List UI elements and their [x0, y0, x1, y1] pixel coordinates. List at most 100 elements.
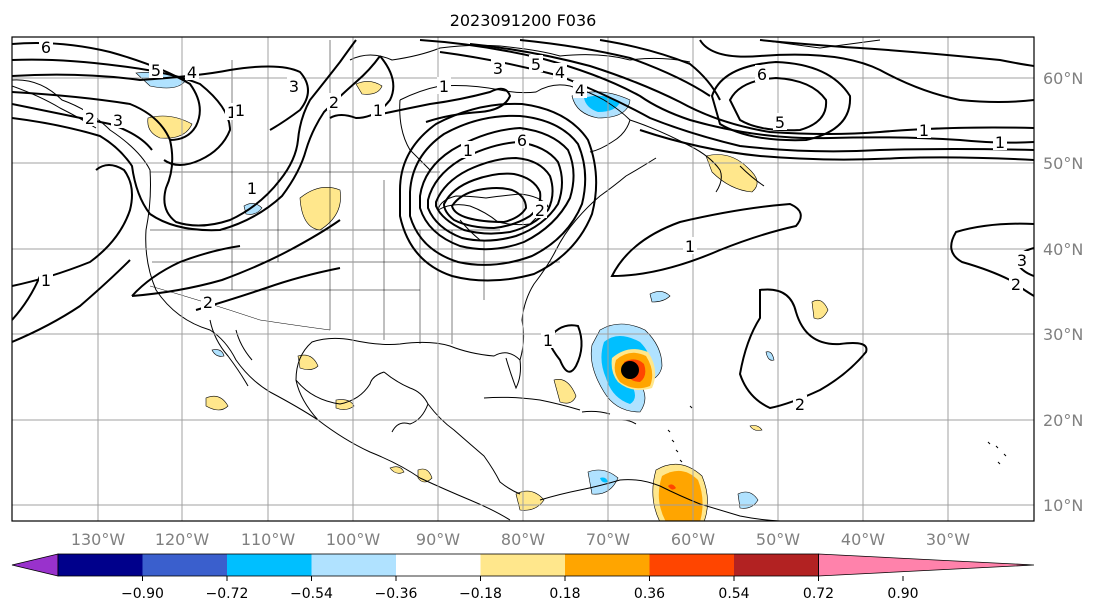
- contour-label-halo: [327, 93, 341, 110]
- gridlines: [12, 37, 1034, 521]
- contour-line: [519, 39, 711, 97]
- contour-label: 5: [151, 61, 161, 80]
- longitude-label: 60°W: [671, 530, 715, 549]
- colorbar-segment: [58, 554, 143, 576]
- contour-label: 1: [247, 179, 257, 198]
- contour-label-halo: [491, 59, 505, 76]
- shade-light-blue: [243, 203, 263, 215]
- contour-line: [12, 42, 201, 141]
- colorbar-tick-label: 0.36: [634, 586, 665, 602]
- contour-label: 3: [493, 59, 503, 78]
- contour-line: [12, 259, 131, 343]
- latitude-labels: 60°N 50°N 40°N 30°N 20°N 10°N: [1043, 69, 1083, 515]
- shade-yellow: [553, 379, 577, 404]
- contour-label: 6: [41, 38, 51, 57]
- contour-line: [546, 324, 583, 373]
- longitude-label: 100°W: [326, 530, 381, 549]
- latitude-label: 30°N: [1043, 325, 1083, 344]
- colorbar-segment: [565, 554, 650, 576]
- contour-line: [12, 164, 133, 287]
- contour-label-halo: [233, 101, 247, 118]
- contour-label: 1: [995, 133, 1005, 152]
- contour-line: [12, 39, 357, 227]
- contour-line: [469, 43, 1034, 135]
- colorbar-segment: [649, 554, 734, 576]
- colorbar-tick-label: −0.36: [375, 586, 418, 602]
- longitude-label: 110°W: [241, 530, 296, 549]
- shade-orange-red: [668, 484, 676, 490]
- contour-label: 6: [517, 131, 527, 150]
- contour-label-halo: [1015, 251, 1029, 268]
- contour-label-halo: [773, 113, 787, 130]
- contour-label: 2: [535, 201, 545, 220]
- latitude-label: 50°N: [1043, 154, 1083, 173]
- shade-light-blue: [765, 351, 775, 361]
- longitude-label: 30°W: [926, 530, 970, 549]
- contour-line: [12, 58, 232, 166]
- contour-label: 5: [775, 113, 785, 132]
- contour-line: [610, 202, 802, 278]
- longitude-label: 50°W: [756, 530, 800, 549]
- shade-deep-sky-blue: [600, 477, 608, 483]
- shade-yellow: [811, 299, 829, 320]
- contour-label: 1: [919, 121, 929, 140]
- contour-label-halo: [755, 65, 769, 82]
- contour-label: 5: [531, 55, 541, 74]
- contour-label: 2: [795, 395, 805, 414]
- longitude-label: 80°W: [501, 530, 545, 549]
- colorbar-tick-label: −0.72: [206, 586, 249, 602]
- contour-label-halo: [185, 63, 199, 80]
- contour-line: [195, 267, 341, 311]
- contours: [12, 39, 1034, 410]
- contour-label: 1: [227, 103, 237, 122]
- contour-label: 1: [439, 77, 449, 96]
- shade-yellow: [705, 154, 758, 193]
- storm-center-marker: [621, 361, 639, 379]
- colorbar-tick-label: 0.90: [887, 586, 918, 602]
- contour-line: [409, 114, 587, 266]
- contour-label-halo: [287, 77, 301, 94]
- contour-label: 1: [463, 141, 473, 160]
- contour-line: [12, 275, 41, 321]
- contour-label-halo: [1009, 275, 1023, 292]
- contour-line: [450, 187, 528, 224]
- contour-label: 1: [543, 331, 553, 350]
- contour-label-halo: [111, 111, 125, 128]
- contour-line: [710, 60, 852, 142]
- contour-line: [599, 39, 721, 101]
- contour-label: 2: [85, 109, 95, 128]
- colorbar-extend-min: [11, 553, 59, 577]
- longitude-label: 130°W: [71, 530, 126, 549]
- contour-label-halo: [529, 55, 543, 72]
- latitude-label: 60°N: [1043, 69, 1083, 88]
- latitude-label: 40°N: [1043, 240, 1083, 259]
- colorbar-segment: [396, 554, 481, 576]
- contour-label-halo: [461, 141, 475, 158]
- contour-line: [12, 103, 153, 151]
- contour-label: 4: [575, 81, 585, 100]
- contour-label-halo: [201, 293, 215, 310]
- contour-label-halo: [437, 77, 451, 94]
- longitude-labels: 130°W 120°W 110°W 100°W 90°W 80°W 70°W 60°W 50°W…: [71, 530, 970, 549]
- contour-line: [399, 102, 598, 282]
- contour-label-halo: [83, 109, 97, 126]
- map-title: 2023091200 F036: [450, 11, 597, 30]
- shade-yellow: [335, 399, 355, 410]
- latitude-label: 20°N: [1043, 411, 1083, 430]
- shade-orange: [658, 470, 703, 521]
- contour-label-halo: [917, 121, 931, 138]
- contour-label: 3: [289, 77, 299, 96]
- shade-yellow: [749, 425, 763, 431]
- contour-line: [759, 39, 1034, 67]
- colorbar-segment: [311, 554, 396, 576]
- contour-label: 1: [685, 237, 695, 256]
- contour-label-halo: [245, 179, 259, 196]
- colorbar-segment: [480, 554, 565, 576]
- shade-yellow: [389, 466, 405, 474]
- colorbar-tick-label: 0.18: [549, 586, 580, 602]
- shade-yellow: [355, 81, 383, 95]
- shade-yellow: [205, 395, 229, 411]
- colorbar-tick-label: 0.72: [803, 586, 834, 602]
- contour-label: 3: [113, 111, 123, 130]
- colorbar-segment: [227, 554, 312, 576]
